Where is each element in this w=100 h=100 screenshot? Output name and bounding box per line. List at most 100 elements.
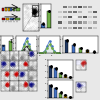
Point	[21, 71, 22, 73]
Point	[81, 82, 83, 84]
Point	[14, 82, 16, 84]
Point	[29, 72, 30, 74]
Point	[80, 60, 82, 62]
Point	[5, 74, 6, 76]
Point	[2, 86, 3, 88]
Point	[14, 54, 15, 55]
Point	[14, 72, 15, 73]
Point	[10, 68, 12, 70]
Point	[30, 84, 31, 85]
Point	[24, 79, 26, 80]
Point	[23, 74, 25, 76]
Bar	[19, 71, 24, 76]
Point	[30, 84, 31, 86]
Point	[12, 88, 14, 89]
Point	[6, 72, 8, 74]
Point	[32, 25, 34, 27]
Point	[31, 67, 33, 68]
Point	[70, 76, 71, 77]
Bar	[73, 16, 77, 18]
Bar	[19, 61, 24, 66]
Point	[15, 73, 16, 75]
Point	[13, 89, 15, 90]
Point	[13, 72, 15, 74]
Point	[30, 79, 31, 80]
Point	[17, 76, 19, 77]
Point	[7, 84, 9, 86]
Point	[0, 72, 2, 73]
Point	[1, 68, 2, 70]
Point	[6, 71, 8, 73]
Point	[25, 15, 27, 17]
Point	[13, 71, 14, 73]
Point	[66, 40, 67, 41]
Point	[35, 9, 37, 11]
Point	[3, 75, 5, 76]
Point	[24, 4, 25, 6]
Point	[21, 66, 23, 68]
Point	[78, 84, 80, 86]
Point	[3, 64, 4, 65]
Point	[32, 83, 34, 85]
Point	[20, 50, 22, 52]
Point	[31, 52, 32, 53]
Point	[35, 18, 37, 20]
Point	[5, 67, 7, 68]
Point	[32, 54, 33, 56]
Point	[11, 88, 13, 89]
Point	[30, 76, 32, 78]
Point	[23, 78, 24, 79]
Point	[7, 66, 8, 68]
Point	[1, 62, 2, 64]
Point	[30, 55, 31, 56]
Point	[24, 81, 26, 82]
Bar	[19, 81, 24, 86]
Point	[14, 81, 16, 83]
Point	[25, 63, 26, 65]
Point	[33, 6, 34, 8]
Point	[35, 84, 37, 86]
Point	[30, 72, 31, 73]
Bar	[59, 93, 62, 98]
Point	[7, 84, 8, 86]
Point	[60, 72, 61, 74]
Point	[36, 18, 38, 20]
Point	[12, 55, 14, 57]
Point	[12, 64, 13, 65]
Point	[78, 82, 80, 84]
Bar	[69, 76, 72, 78]
Point	[30, 53, 32, 55]
Point	[6, 62, 7, 63]
Point	[2, 58, 4, 59]
Point	[20, 74, 22, 75]
Point	[3, 84, 5, 86]
Point	[30, 77, 32, 79]
Point	[21, 57, 23, 59]
Point	[6, 74, 7, 75]
Point	[14, 57, 16, 59]
Bar	[76, 60, 81, 65]
Point	[24, 64, 26, 65]
Bar	[33, 61, 37, 66]
Point	[28, 21, 29, 22]
Point	[13, 75, 14, 77]
Point	[14, 56, 16, 57]
Point	[11, 86, 13, 88]
Point	[13, 58, 15, 60]
Point	[25, 4, 26, 6]
Point	[4, 55, 5, 57]
Bar	[14, 50, 19, 55]
Bar	[86, 50, 89, 53]
Point	[30, 55, 32, 56]
Bar	[83, 11, 87, 13]
Point	[2, 63, 4, 65]
Point	[1, 64, 3, 66]
Point	[13, 87, 15, 89]
Point	[6, 72, 8, 74]
Point	[32, 10, 34, 12]
Point	[31, 14, 32, 16]
Point	[23, 28, 25, 29]
Point	[29, 68, 31, 69]
Bar	[5, 66, 10, 70]
Point	[14, 61, 15, 62]
